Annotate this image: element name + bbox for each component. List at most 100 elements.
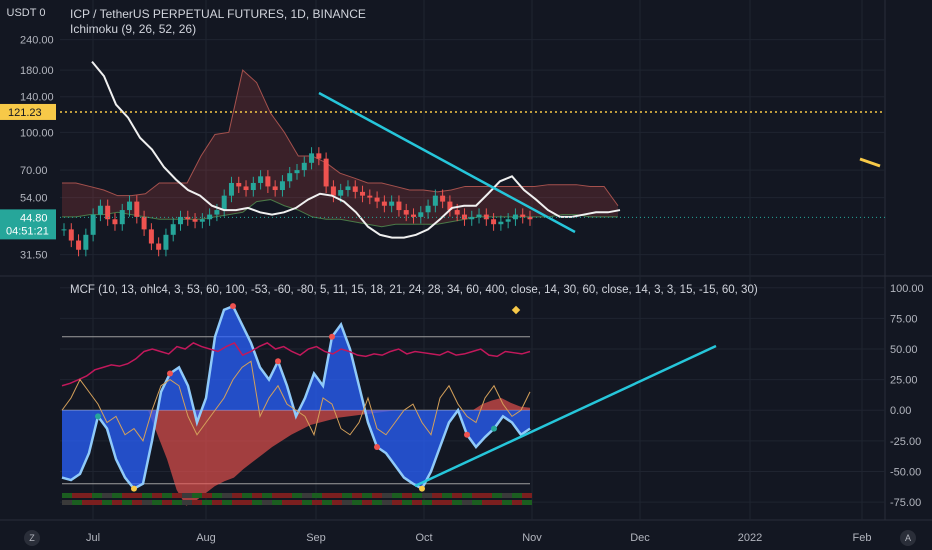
ichimoku-legend[interactable]: Ichimoku (9, 26, 52, 26) (70, 22, 197, 36)
heat-strip-cell (512, 500, 522, 505)
heat-strip-cell (82, 493, 92, 498)
heat-strip-cell (212, 500, 222, 505)
heat-strip-cell (372, 500, 382, 505)
timezone-icon[interactable]: Z (24, 530, 40, 546)
candle-body (367, 195, 373, 198)
heat-strip-cell (522, 500, 532, 505)
signal-dot (329, 333, 335, 340)
heat-strip-cell (402, 493, 412, 498)
candle-body (498, 221, 504, 225)
candle-body (207, 214, 213, 220)
candle-body (338, 190, 344, 196)
heat-strip-cell (172, 500, 182, 505)
heat-strip-cell (412, 493, 422, 498)
orange-line (61, 360, 531, 442)
heat-strip-cell (492, 493, 502, 498)
candle-body (243, 186, 249, 191)
candle-body (418, 212, 424, 217)
heat-strip-cell (432, 500, 442, 505)
candle-body (527, 216, 533, 220)
heat-strip-cell (272, 493, 282, 498)
osc-trendline (414, 344, 717, 488)
mcf-legend[interactable]: MCF (10, 13, ohlc4, 3, 53, 60, 100, -53,… (70, 284, 758, 296)
heat-strip-cell (122, 500, 132, 505)
candle-body (425, 205, 431, 213)
candle-body (250, 182, 256, 191)
heat-strip-cell (112, 500, 122, 505)
heat-strip-cell (252, 493, 262, 498)
red-area (62, 398, 530, 506)
candle-body (97, 205, 103, 215)
heat-strip-cell (462, 493, 472, 498)
heat-strip-cell (432, 493, 442, 498)
heat-strip-cell (102, 500, 112, 505)
candle-body (440, 195, 446, 202)
heat-strip-cell (462, 500, 472, 505)
x-tick-label-dec: Dec (630, 532, 650, 544)
heat-strip-cell (232, 493, 242, 498)
heat-strip-cell (182, 493, 192, 498)
heat-strip-cell (442, 493, 452, 498)
heat-strip-cell (212, 493, 222, 498)
heat-strip-cell (62, 500, 72, 505)
heat-strip-cell (322, 493, 332, 498)
candle-body (316, 153, 322, 159)
signal-dot (275, 358, 281, 365)
heat-strip-cell (192, 500, 202, 505)
currency-selector[interactable]: USDT 0 (6, 7, 46, 19)
candle-body (454, 210, 460, 215)
x-tick-label-feb: Feb (853, 532, 872, 544)
x-tick-label-nov: Nov (522, 532, 542, 544)
auto-scale-icon[interactable]: A (900, 530, 916, 546)
candle-body (381, 201, 387, 206)
heat-strip-cell (242, 493, 252, 498)
heat-strip-cell (232, 500, 242, 505)
candle-body (61, 229, 67, 231)
heat-strip-cell (292, 493, 302, 498)
heat-strip-cell (332, 500, 342, 505)
heat-strip-cell (192, 493, 202, 498)
heat-strip-cell (392, 500, 402, 505)
heat-strip-cell (262, 500, 272, 505)
osc-tick-label: 0.00 (890, 405, 911, 417)
marker-badge-121 (0, 103, 56, 120)
candle-body (83, 234, 89, 250)
heat-strip-cell (282, 500, 292, 505)
candle-body (294, 170, 300, 174)
osc-tick-label: 75.00 (890, 313, 918, 325)
candle-body (141, 216, 147, 230)
signal-dot (464, 431, 470, 438)
osc-tick-label: -25.00 (890, 436, 921, 448)
heat-strip-cell (152, 493, 162, 498)
osc-diamond (511, 305, 521, 315)
candle-body (330, 186, 336, 196)
heat-strip-cell (422, 493, 432, 498)
signal-dot (230, 303, 236, 310)
current-price-label: 44.80 (20, 212, 48, 224)
heat-strip-cell (142, 500, 152, 505)
x-tick-label-oct: Oct (415, 532, 432, 544)
candle-body (214, 210, 220, 215)
candle-body (352, 186, 358, 192)
heat-strip-cell (282, 493, 292, 498)
signal-dot (167, 370, 173, 377)
candle-body (476, 214, 482, 217)
heat-strip-cell (332, 493, 342, 498)
candle-body (134, 201, 140, 217)
candle-body (520, 214, 526, 217)
heat-strip-cell (222, 493, 232, 498)
candle-body (287, 173, 293, 182)
heat-strip-cell (472, 493, 482, 498)
heat-strip-cell (82, 500, 92, 505)
candle-body (432, 195, 438, 206)
heat-strip-cell (472, 500, 482, 505)
heat-strip-cell (222, 500, 232, 505)
heat-strip-cell (442, 500, 452, 505)
heat-strip-cell (122, 493, 132, 498)
blue-wave-line (61, 304, 531, 491)
heat-strip-cell (132, 493, 142, 498)
heat-strip-cell (482, 493, 492, 498)
candle-body (265, 176, 271, 187)
